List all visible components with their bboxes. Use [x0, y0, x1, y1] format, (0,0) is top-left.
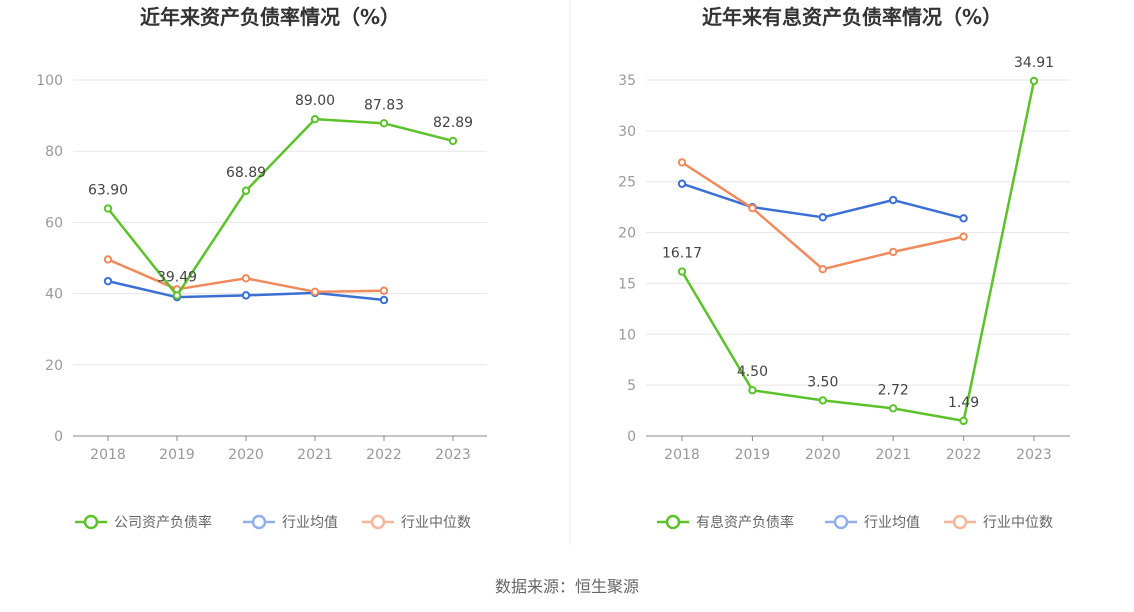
legend-label: 行业中位数	[983, 515, 1053, 531]
data-label: 82.89	[433, 115, 473, 131]
y-tick-label: 25	[618, 175, 636, 191]
data-point	[818, 264, 827, 274]
data-point	[379, 286, 389, 295]
data-point	[959, 214, 968, 223]
legend-label: 行业均值	[864, 515, 920, 531]
data-point	[103, 276, 113, 286]
data-label: 16.17	[662, 246, 702, 262]
data-point	[677, 158, 687, 167]
series-line	[680, 80, 1036, 423]
data-point	[677, 267, 687, 276]
data-point	[748, 386, 757, 395]
legend-label: 行业中位数	[401, 515, 471, 531]
data-label: 34.91	[1014, 55, 1054, 71]
data-label: 68.89	[226, 165, 266, 181]
legend-marker	[370, 514, 386, 530]
legend-marker	[83, 514, 99, 530]
data-point	[379, 119, 389, 128]
data-point	[959, 232, 968, 241]
chart-title: 近年来有息资产负债率情况（%）	[702, 5, 1002, 29]
y-tick-label: 10	[618, 327, 636, 343]
data-point	[241, 274, 251, 283]
data-point	[889, 247, 898, 257]
data-label: 1.49	[948, 395, 979, 411]
data-point	[103, 255, 113, 264]
data-point	[310, 287, 320, 297]
x-tick-label: 2020	[228, 447, 264, 463]
y-tick-label: 100	[36, 73, 63, 89]
data-point	[677, 179, 687, 188]
y-tick-label: 0	[54, 429, 63, 445]
x-tick-label: 2018	[90, 447, 126, 463]
data-label: 4.50	[737, 364, 768, 380]
x-tick-label: 2023	[435, 447, 471, 463]
legend-marker	[952, 514, 968, 530]
data-point	[818, 213, 827, 222]
data-point	[448, 136, 458, 146]
data-point	[241, 291, 251, 300]
x-tick-label: 2022	[946, 447, 982, 463]
data-point	[103, 204, 113, 213]
chart-title: 近年来资产负债率情况（%）	[140, 5, 400, 29]
data-point	[818, 396, 827, 405]
y-tick-label: 15	[618, 276, 636, 292]
interest-bearing-debt-ratio-chart: 近年来有息资产负债率情况（%） 0 5 10 15 20 25 30 35 2018 2019 202…	[618, 5, 1070, 531]
y-tick-label: 20	[618, 226, 636, 242]
data-label: 63.90	[88, 183, 128, 199]
data-label: 89.00	[295, 93, 335, 109]
x-tick-label: 2021	[875, 447, 911, 463]
y-tick-label: 30	[618, 124, 636, 140]
legend-marker	[251, 514, 267, 530]
y-tick-label: 20	[45, 358, 63, 374]
data-point	[241, 186, 251, 195]
x-tick-label: 2019	[735, 447, 771, 463]
x-tick-label: 2018	[664, 447, 700, 463]
x-tick-label: 2021	[297, 447, 333, 463]
x-tick-label: 2019	[159, 447, 195, 463]
y-tick-label: 80	[45, 144, 63, 160]
data-label: 39.49	[157, 269, 197, 285]
x-tick-label: 2022	[366, 447, 402, 463]
y-tick-label: 35	[618, 73, 636, 89]
data-label: 3.50	[807, 374, 838, 390]
debt-ratio-chart: 近年来资产负债率情况（%） 0 20 40 60 80 100 2018 2019 2020 202…	[36, 5, 487, 531]
legend-label: 公司资产负债率	[114, 514, 212, 531]
data-point	[889, 195, 898, 205]
data-point	[310, 114, 320, 124]
data-label: 2.72	[878, 382, 909, 398]
data-point	[748, 203, 757, 213]
data-label: 87.83	[364, 97, 404, 113]
legend-label: 行业均值	[282, 515, 338, 531]
data-point	[959, 416, 968, 426]
data-point	[172, 291, 182, 300]
legend-label: 有息资产负债率	[696, 514, 794, 531]
series-line	[107, 117, 454, 297]
data-point	[889, 404, 898, 413]
y-tick-label: 0	[627, 429, 636, 445]
y-tick-label: 5	[627, 378, 636, 394]
legend-marker	[665, 514, 681, 530]
y-tick-label: 60	[45, 215, 63, 231]
y-tick-label: 40	[45, 287, 63, 303]
data-point	[1029, 76, 1039, 86]
data-source: 数据来源：恒生聚源	[495, 577, 639, 596]
legend-marker	[833, 514, 849, 530]
x-tick-label: 2020	[805, 447, 841, 463]
x-tick-label: 2023	[1016, 447, 1052, 463]
data-point	[379, 295, 389, 305]
